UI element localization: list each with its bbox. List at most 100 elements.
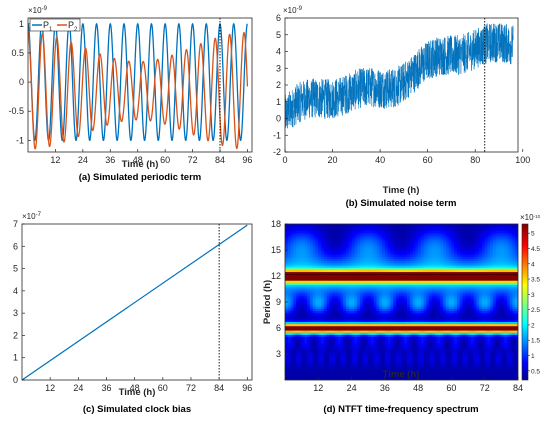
heatmap-cell xyxy=(395,276,400,279)
heatmap-cell xyxy=(368,325,372,329)
heatmap-cell xyxy=(423,267,427,270)
heatmap-cell xyxy=(373,241,377,244)
heatmap-cell xyxy=(334,232,339,236)
heatmap-cell xyxy=(384,263,389,266)
heatmap-cell xyxy=(285,377,289,380)
heatmap-cell xyxy=(321,343,325,346)
heatmap-cell xyxy=(326,295,330,299)
heatmap-cell xyxy=(290,360,294,364)
heatmap-cell xyxy=(382,308,386,312)
heatmap-cell xyxy=(376,310,380,314)
heatmap-cell xyxy=(379,293,383,296)
heatmap-cell xyxy=(401,317,405,320)
heatmap-cell xyxy=(423,323,427,327)
panel-b-x-tick-label: 0 xyxy=(282,155,287,165)
heatmap-cell xyxy=(318,321,322,325)
heatmap-cell xyxy=(384,228,389,231)
heatmap-cell xyxy=(304,356,308,359)
heatmap-cell xyxy=(407,258,411,262)
heatmap-cell xyxy=(304,371,308,374)
heatmap-cell xyxy=(404,234,408,238)
heatmap-cell xyxy=(315,319,319,322)
heatmap-cell xyxy=(337,371,341,374)
heatmap-cell xyxy=(456,328,461,331)
heatmap-cell xyxy=(307,362,311,366)
heatmap-cell xyxy=(459,276,463,279)
heatmap-cell xyxy=(326,289,330,292)
heatmap-cell xyxy=(362,356,366,359)
heatmap-cell xyxy=(368,267,372,270)
heatmap-cell xyxy=(451,271,455,275)
heatmap-cell xyxy=(368,286,372,290)
panel-a-caption: (a) Simulated periodic term xyxy=(79,172,201,183)
heatmap-cell xyxy=(429,304,433,307)
heatmap-cell xyxy=(395,334,400,338)
heatmap-cell xyxy=(451,373,455,377)
heatmap-cell xyxy=(395,312,400,316)
heatmap-cell xyxy=(357,228,361,231)
heatmap-cell xyxy=(387,354,391,357)
heatmap-cell xyxy=(445,369,450,372)
heatmap-cell xyxy=(445,338,450,342)
heatmap-cell xyxy=(301,273,305,277)
heatmap-cell xyxy=(426,317,430,320)
heatmap-cell xyxy=(420,256,425,260)
heatmap-cell xyxy=(437,234,441,238)
heatmap-cell xyxy=(468,241,472,244)
heatmap-cell xyxy=(462,345,466,348)
heatmap-cell xyxy=(470,362,475,366)
heatmap-cell xyxy=(337,334,341,338)
heatmap-cell xyxy=(348,243,352,247)
heatmap-cell xyxy=(387,377,391,380)
heatmap-cell xyxy=(454,354,458,357)
heatmap-cell xyxy=(448,364,452,368)
heatmap-cell xyxy=(420,349,425,353)
heatmap-cell xyxy=(404,286,408,290)
heatmap-cell xyxy=(379,341,383,344)
heatmap-cell xyxy=(382,250,386,253)
heatmap-cell xyxy=(351,321,355,325)
heatmap-cell xyxy=(432,243,436,247)
heatmap-cell xyxy=(448,323,452,327)
heatmap-cell xyxy=(440,367,444,370)
heatmap-cell xyxy=(418,377,422,380)
heatmap-cell xyxy=(382,260,386,264)
heatmap-cell xyxy=(432,362,436,366)
heatmap-cell xyxy=(395,332,400,335)
heatmap-cell xyxy=(456,256,461,260)
heatmap-cell xyxy=(323,304,327,307)
heatmap-cell xyxy=(343,373,347,377)
heatmap-cell xyxy=(459,263,463,266)
heatmap-cell xyxy=(293,269,297,273)
heatmap-cell xyxy=(407,302,411,305)
heatmap-cell xyxy=(343,321,347,325)
heatmap-cell xyxy=(445,258,450,262)
heatmap-cell xyxy=(432,369,436,372)
heatmap-cell xyxy=(318,310,322,314)
heatmap-cell xyxy=(321,321,325,325)
heatmap-cell xyxy=(470,334,475,338)
heatmap-cell xyxy=(334,375,339,379)
heatmap-cell xyxy=(465,295,469,299)
heatmap-cell xyxy=(426,349,430,353)
heatmap-cell xyxy=(359,308,364,312)
heatmap-cell xyxy=(337,273,341,277)
heatmap-cell xyxy=(323,343,327,346)
heatmap-cell xyxy=(384,258,389,262)
heatmap-cell xyxy=(315,334,319,338)
heatmap-cell xyxy=(373,375,377,379)
heatmap-cell xyxy=(309,232,314,236)
heatmap-cell xyxy=(462,349,466,353)
heatmap-cell xyxy=(323,341,327,344)
heatmap-cell xyxy=(432,360,436,364)
heatmap-cell xyxy=(376,278,380,281)
heatmap-cell xyxy=(348,291,352,294)
heatmap-cell xyxy=(334,308,339,312)
heatmap-cell xyxy=(370,321,375,325)
heatmap-cell xyxy=(298,239,303,242)
heatmap-cell xyxy=(318,371,322,374)
heatmap-cell xyxy=(293,367,297,370)
heatmap-cell xyxy=(326,280,330,283)
heatmap-cell xyxy=(337,336,341,340)
